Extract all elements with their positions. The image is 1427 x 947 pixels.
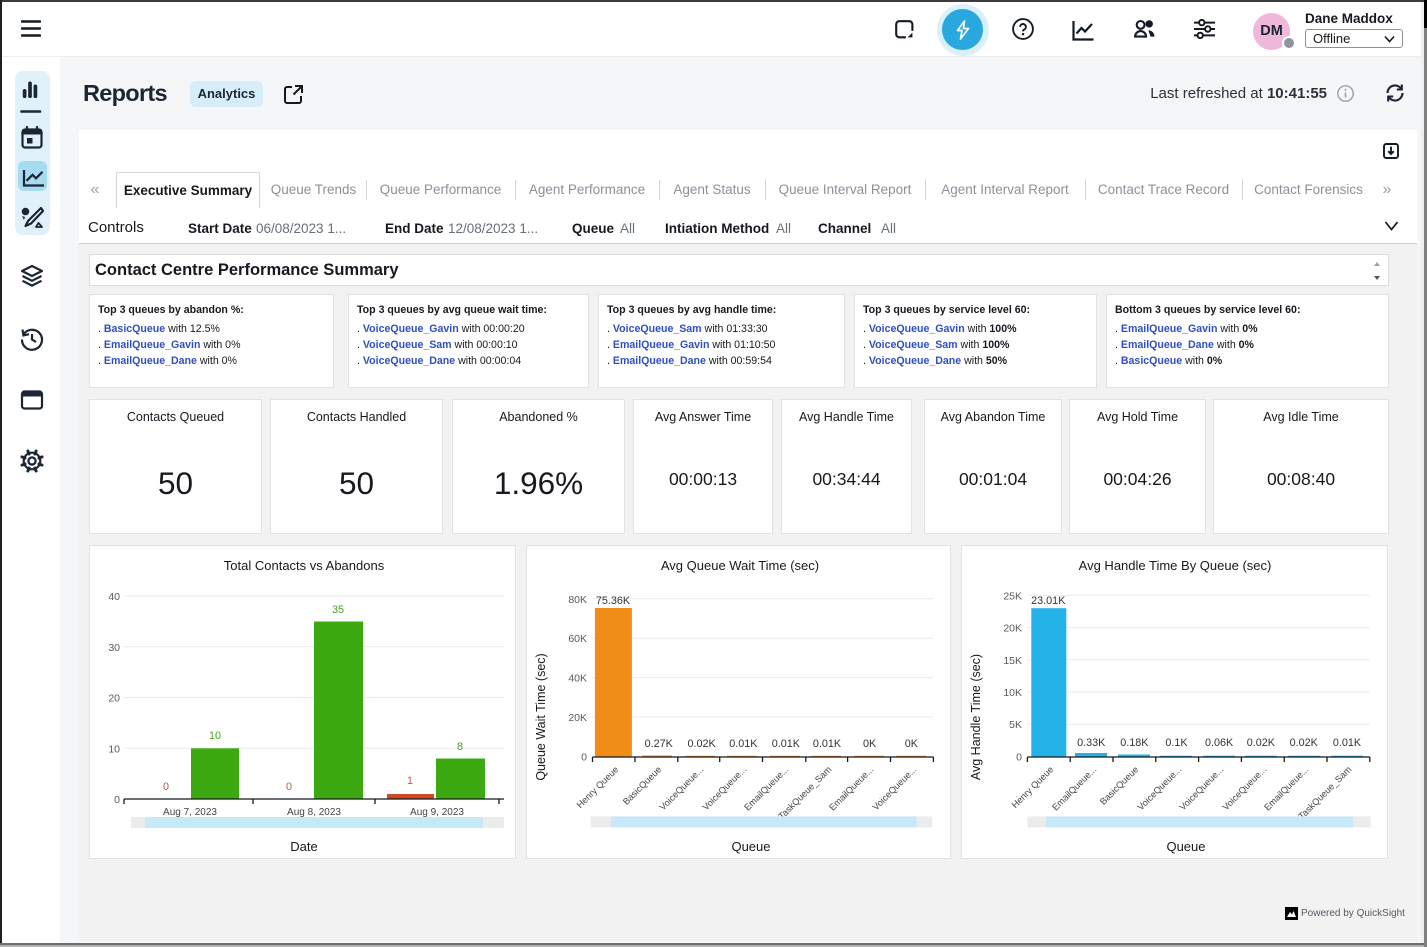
svg-text:EmailQueue...: EmailQueue... (742, 764, 790, 812)
svg-text:Queue Wait Time (sec): Queue Wait Time (sec) (534, 653, 548, 780)
svg-text:VoiceQueue...: VoiceQueue... (871, 764, 919, 812)
svg-text:VoiceQueue...: VoiceQueue... (1178, 764, 1226, 812)
svg-text:80K: 80K (568, 594, 587, 606)
svg-text:Aug 9, 2023: Aug 9, 2023 (410, 807, 464, 818)
svg-text:10: 10 (209, 730, 221, 742)
svg-text:0K: 0K (905, 738, 919, 750)
svg-text:Henry Queue: Henry Queue (1010, 764, 1056, 810)
svg-text:Aug 7, 2023: Aug 7, 2023 (163, 807, 217, 818)
svg-text:20: 20 (108, 693, 120, 705)
svg-text:10: 10 (108, 743, 120, 755)
svg-text:0: 0 (114, 794, 120, 806)
svg-text:5K: 5K (1009, 719, 1022, 731)
svg-text:0.02K: 0.02K (1290, 737, 1319, 749)
svg-text:20K: 20K (1003, 623, 1022, 635)
svg-text:EmailQueue...: EmailQueue... (827, 764, 875, 812)
svg-text:0.02K: 0.02K (1247, 737, 1276, 749)
svg-text:0.18K: 0.18K (1120, 737, 1149, 749)
svg-text:10K: 10K (1003, 687, 1022, 699)
svg-text:0.01K: 0.01K (729, 738, 758, 750)
svg-text:20K: 20K (568, 712, 587, 724)
svg-text:Avg Handle Time (sec): Avg Handle Time (sec) (969, 654, 983, 780)
svg-text:BasicQueue: BasicQueue (1098, 764, 1140, 806)
svg-text:35: 35 (332, 604, 344, 616)
svg-text:VoiceQueue...: VoiceQueue... (1221, 764, 1269, 812)
svg-text:Queue: Queue (1166, 839, 1205, 854)
svg-text:Total Contacts vs Abandons: Total Contacts vs Abandons (224, 558, 385, 573)
svg-text:Aug 8, 2023: Aug 8, 2023 (287, 807, 341, 818)
svg-text:75.36K: 75.36K (596, 595, 631, 607)
svg-text:0.06K: 0.06K (1205, 737, 1234, 749)
svg-text:0K: 0K (863, 738, 877, 750)
svg-text:0.1K: 0.1K (1165, 737, 1188, 749)
svg-text:40K: 40K (568, 673, 587, 685)
svg-text:30: 30 (108, 642, 120, 654)
svg-text:40: 40 (108, 591, 120, 603)
svg-text:Avg Queue Wait Time (sec): Avg Queue Wait Time (sec) (661, 558, 819, 573)
svg-text:VoiceQueue...: VoiceQueue... (701, 764, 749, 812)
svg-text:Henry Queue: Henry Queue (575, 764, 621, 810)
svg-text:0: 0 (163, 781, 169, 793)
svg-text:60K: 60K (568, 633, 587, 645)
svg-text:1: 1 (407, 775, 413, 787)
svg-text:0.27K: 0.27K (645, 738, 674, 750)
svg-text:VoiceQueue...: VoiceQueue... (1136, 764, 1184, 812)
svg-text:0.01K: 0.01K (772, 738, 801, 750)
svg-text:Queue: Queue (731, 839, 770, 854)
svg-text:BasicQueue: BasicQueue (621, 764, 663, 806)
svg-text:8: 8 (457, 741, 463, 753)
svg-text:25K: 25K (1003, 590, 1022, 602)
svg-text:0.33K: 0.33K (1077, 737, 1106, 749)
svg-text:15K: 15K (1003, 655, 1022, 667)
svg-text:0: 0 (1016, 751, 1022, 763)
svg-text:0: 0 (286, 781, 292, 793)
svg-text:EmailQueue...: EmailQueue... (1050, 764, 1098, 812)
svg-text:0.01K: 0.01K (813, 738, 842, 750)
svg-text:23.01K: 23.01K (1031, 595, 1066, 607)
svg-text:VoiceQueue...: VoiceQueue... (658, 764, 706, 812)
svg-text:0: 0 (581, 751, 587, 763)
svg-text:Avg Handle Time By Queue (sec): Avg Handle Time By Queue (sec) (1079, 558, 1272, 573)
svg-text:0.02K: 0.02K (687, 738, 716, 750)
svg-text:EmailQueue...: EmailQueue... (1262, 764, 1310, 812)
svg-text:0.01K: 0.01K (1333, 737, 1362, 749)
svg-text:Date: Date (290, 839, 317, 854)
